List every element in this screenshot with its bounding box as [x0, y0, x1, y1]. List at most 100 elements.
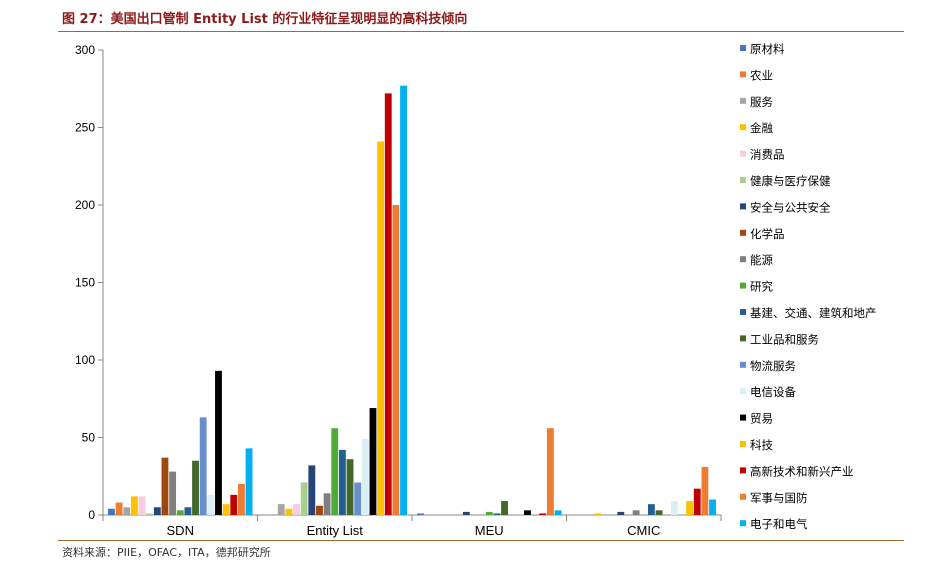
legend-swatch — [740, 520, 746, 527]
bar — [192, 460, 199, 515]
y-tick-label: 100 — [75, 353, 95, 367]
legend-label: 研究 — [750, 280, 773, 294]
bar — [115, 502, 123, 515]
legend-swatch — [740, 203, 746, 210]
bar — [199, 417, 207, 515]
bar — [369, 408, 377, 515]
bar — [632, 510, 640, 515]
legend-label: 服务 — [750, 95, 773, 109]
bar — [237, 484, 245, 515]
x-tick-label: Entity List — [307, 523, 364, 538]
legend-swatch — [740, 282, 746, 289]
bar — [361, 439, 369, 515]
bar — [655, 510, 663, 515]
bar — [417, 513, 424, 515]
bar — [331, 428, 339, 515]
bar — [300, 482, 308, 515]
legend-label: 基建、交通、建筑和地产 — [750, 306, 877, 320]
bar — [230, 494, 238, 515]
bar — [184, 507, 192, 515]
bar — [123, 507, 131, 515]
legend-swatch — [740, 414, 746, 421]
bar — [169, 471, 177, 515]
bar — [346, 459, 354, 515]
legend-swatch — [740, 467, 746, 474]
legend-label: 高新技术和新兴产业 — [750, 464, 854, 478]
bar — [161, 457, 169, 515]
bar — [617, 511, 625, 515]
y-tick-label: 250 — [75, 121, 95, 135]
bar — [524, 510, 531, 515]
legend-label: 电子和电气 — [750, 517, 808, 531]
bar — [138, 496, 146, 515]
legend-label: 工业品和服务 — [750, 332, 819, 346]
legend-label: 电信设备 — [750, 385, 796, 399]
legend-label: 原材料 — [750, 42, 785, 56]
legend-swatch — [740, 97, 746, 104]
legend-label: 健康与医疗保健 — [750, 174, 831, 188]
bar — [462, 511, 470, 515]
bar — [323, 493, 331, 515]
legend-swatch — [740, 388, 746, 395]
bar — [354, 482, 362, 515]
y-tick-label: 300 — [75, 43, 95, 57]
bar — [546, 428, 554, 515]
legend-label: 金融 — [750, 121, 773, 135]
bar — [245, 448, 253, 515]
bar — [709, 499, 716, 515]
legend-swatch — [740, 229, 746, 236]
bar — [554, 510, 562, 515]
source-note: 资料来源：PIIE，OFAC，ITA，德邦研究所 — [62, 546, 271, 559]
legend-swatch — [740, 124, 746, 131]
x-tick-label: CMIC — [627, 523, 660, 538]
legend-label: 能源 — [750, 253, 773, 267]
legend-swatch — [740, 150, 746, 157]
x-tick-label: SDN — [167, 523, 194, 538]
bar — [686, 501, 694, 515]
source-rule — [58, 540, 904, 541]
bar — [377, 141, 385, 515]
chart-title: 图 27：美国出口管制 Entity List 的行业特征呈现明显的高科技倾向 — [62, 12, 468, 27]
bar — [392, 205, 400, 515]
legend-label: 化学品 — [750, 227, 785, 241]
bar — [176, 510, 184, 515]
bar — [493, 513, 501, 515]
bar — [108, 508, 115, 515]
bar — [153, 507, 161, 515]
bar — [207, 494, 215, 515]
bar — [222, 504, 230, 515]
bar — [308, 465, 316, 515]
legend-swatch — [740, 361, 746, 368]
legend-label: 消费品 — [750, 148, 785, 162]
bar — [285, 508, 293, 515]
title-rule — [58, 31, 904, 32]
bar — [647, 504, 655, 515]
bar — [293, 504, 300, 515]
legend-swatch — [740, 45, 746, 51]
legend-label: 安全与公共安全 — [750, 200, 831, 214]
bar — [215, 370, 222, 515]
bar — [594, 513, 602, 515]
y-tick-label: 50 — [82, 431, 96, 445]
bar — [277, 504, 285, 515]
bar — [485, 511, 493, 515]
bar — [539, 513, 547, 515]
bar — [384, 93, 392, 516]
bar — [670, 501, 678, 515]
y-tick-label: 0 — [88, 508, 95, 522]
y-tick-label: 200 — [75, 198, 95, 212]
legend-swatch — [740, 493, 746, 500]
legend-label: 军事与国防 — [750, 491, 808, 505]
legend-label: 农业 — [750, 68, 773, 82]
legend-swatch — [740, 309, 746, 315]
bar — [400, 85, 407, 516]
bar — [338, 449, 346, 515]
legend-swatch — [740, 335, 746, 342]
legend-swatch — [740, 256, 746, 263]
x-tick-label: MEU — [475, 523, 504, 538]
bar — [501, 501, 508, 515]
bar — [701, 466, 709, 515]
bar — [146, 513, 154, 515]
legend-swatch — [740, 71, 746, 78]
